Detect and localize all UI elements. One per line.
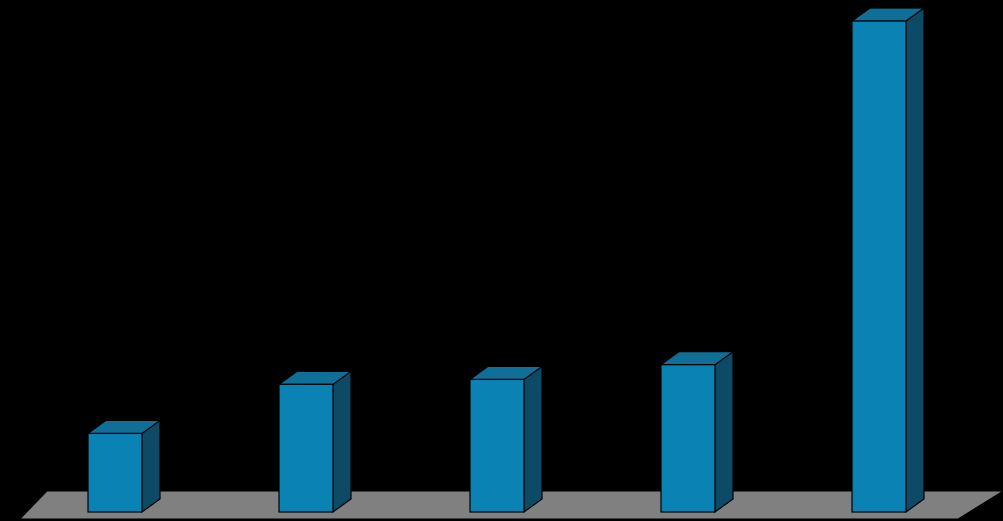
bar-4: [659, 350, 735, 514]
bar-front: [278, 383, 334, 513]
bar-1: [86, 419, 162, 514]
bar-side: [141, 419, 161, 514]
bar-front: [87, 432, 143, 513]
bar-3: [468, 365, 544, 514]
bar-front: [660, 364, 716, 513]
bar-2: [277, 370, 353, 514]
bar-front: [469, 378, 525, 513]
bar-front: [851, 20, 907, 513]
bar-5: [850, 6, 926, 514]
bar-group: [86, 6, 926, 514]
bar-side: [714, 350, 734, 514]
bar-side: [905, 6, 925, 514]
bar-side: [332, 370, 352, 514]
bar-side: [523, 365, 543, 514]
